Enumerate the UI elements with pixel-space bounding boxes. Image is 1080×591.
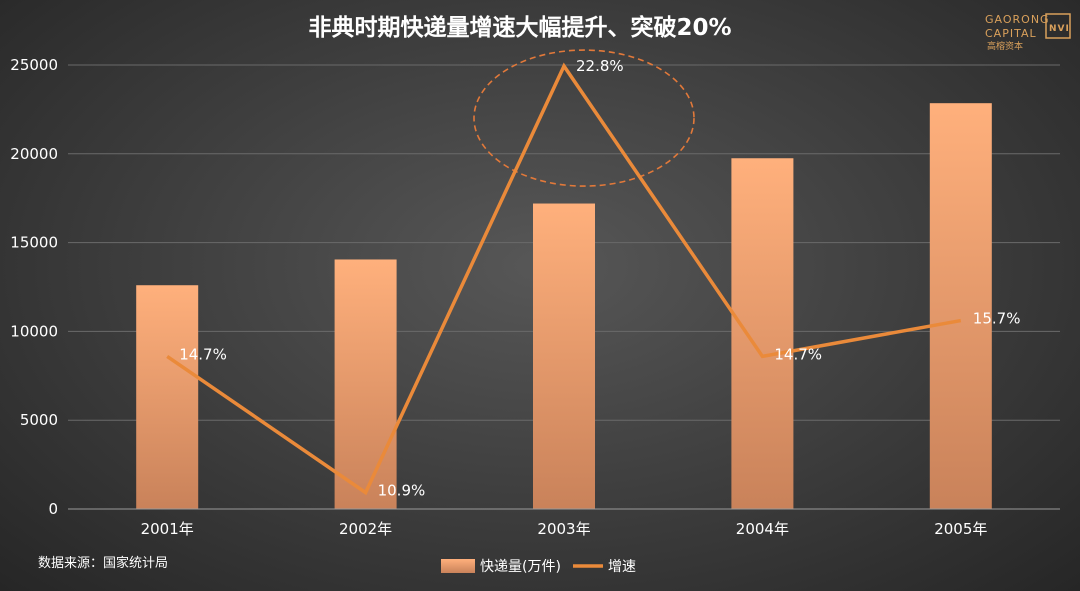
x-tick-label: 2004年 xyxy=(736,520,789,538)
legend-bar-label: 快递量(万件) xyxy=(480,559,561,575)
y-tick-label: 0 xyxy=(48,500,58,518)
highlight-ellipse xyxy=(473,49,695,187)
logo-text-line1: GAORONG xyxy=(985,13,1050,26)
growth-data-label: 15.7% xyxy=(973,310,1021,328)
logo-text-line2: CAPITAL xyxy=(985,27,1037,40)
growth-data-label: 10.9% xyxy=(378,482,426,500)
x-tick-label: 2001年 xyxy=(141,520,194,538)
legend-bar-swatch xyxy=(441,559,475,573)
logo-mark-icon xyxy=(1045,13,1071,39)
source-note: 数据来源：国家统计局 xyxy=(38,555,168,571)
bar xyxy=(136,285,199,509)
growth-data-label: 14.7% xyxy=(179,345,227,363)
bar xyxy=(929,103,992,510)
bar-series xyxy=(136,103,992,510)
x-axis-ticks: 2001年 2002年 2003年 2004年 2005年 xyxy=(141,520,988,538)
y-tick-label: 5000 xyxy=(20,411,58,429)
x-tick-label: 2005年 xyxy=(934,520,987,538)
bar xyxy=(731,158,794,510)
legend-line-label: 增速 xyxy=(608,559,636,575)
logo-mark-text: NVI xyxy=(1049,24,1070,34)
y-tick-label: 15000 xyxy=(10,234,58,252)
y-axis-ticks: 0 5000 10000 15000 20000 25000 xyxy=(10,56,58,518)
growth-data-label: 14.7% xyxy=(774,345,822,363)
y-tick-label: 25000 xyxy=(10,56,58,74)
y-tick-label: 20000 xyxy=(10,145,58,163)
growth-data-label: 22.8% xyxy=(576,57,624,75)
chart-title: 非典时期快递量增速大幅提升、突破20% xyxy=(308,14,731,41)
logo-text-cn: 高榕资本 xyxy=(987,40,1023,52)
bar xyxy=(533,203,595,509)
legend: 快递量(万件) 增速 xyxy=(441,559,636,575)
bar xyxy=(334,259,397,509)
y-tick-label: 10000 xyxy=(10,322,58,340)
x-tick-label: 2003年 xyxy=(537,520,590,538)
growth-data-labels: 14.7% 10.9% 22.8% 14.7% 15.7% xyxy=(179,57,1020,499)
growth-line xyxy=(166,62,962,496)
x-tick-label: 2002年 xyxy=(339,520,392,538)
logo: GAORONG CAPITAL 高榕资本 NVI xyxy=(985,13,1071,52)
